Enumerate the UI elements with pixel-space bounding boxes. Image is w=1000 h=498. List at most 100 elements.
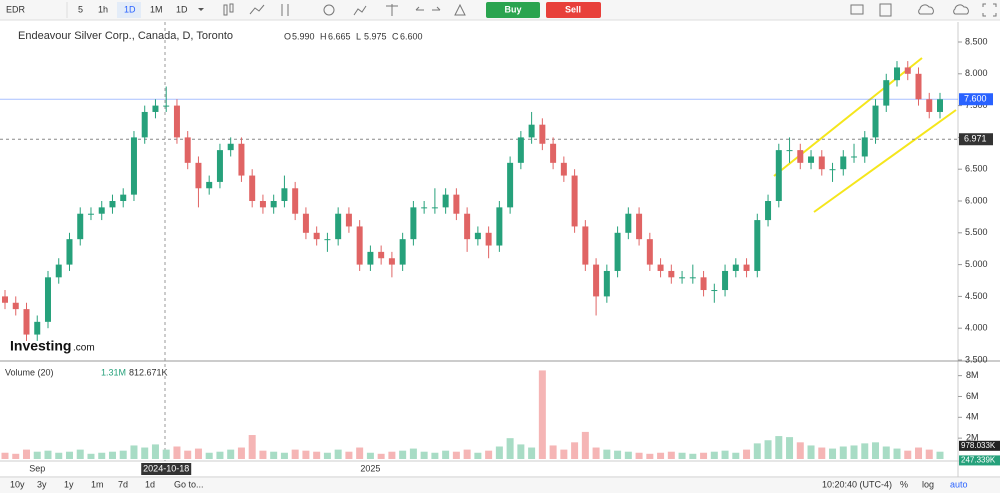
volume-bar [356,447,364,459]
candle-body [216,150,223,182]
candle-body [840,156,847,170]
volume-bar [915,447,923,459]
percent-toggle[interactable]: % [900,479,908,489]
volume-bar [732,452,740,459]
volume-marker-label: 247.339K [961,456,996,465]
interval[interactable]: 5 [78,4,83,14]
volume-bar [710,451,718,459]
candle-body [399,239,406,265]
volume-bar [571,442,579,459]
buy-button[interactable] [486,2,540,18]
candle-body [711,290,718,292]
volume-bar [12,453,20,459]
ohlc-value: 6.600 [400,31,423,41]
volume-bar [635,452,643,459]
volume-bar [420,451,428,459]
volume-tick-label: 6M [966,391,979,401]
volume-bar [678,452,686,459]
candle-body [485,232,492,246]
volume-bar [861,443,869,459]
log-toggle[interactable]: log [922,479,934,489]
volume-bar [44,450,52,459]
candle-body [259,201,266,208]
candle-body [238,143,245,176]
candle-body [206,181,213,189]
volume-bar [98,452,106,459]
candle-body [130,137,137,195]
candle-body [34,321,41,335]
trend-line[interactable] [813,109,957,213]
volume-bar [872,442,880,459]
interval[interactable]: 1M [150,4,163,14]
range-button[interactable]: 3y [37,479,47,489]
candle-body [173,105,180,138]
volume-bar [151,444,159,459]
candle-body [431,207,438,209]
volume-bar [1,452,9,459]
volume-bar [850,445,858,459]
volume-bar [377,453,385,459]
volume-bar [259,450,267,459]
candle-body [861,137,868,157]
candle-body [668,270,675,278]
y-tick-label: 6.500 [965,164,988,174]
ohlc-key: O [284,31,291,41]
candle-body [152,105,159,112]
candle-body [937,99,943,112]
candle-body [464,213,471,240]
auto-toggle[interactable]: auto [950,479,968,489]
range-button[interactable]: 7d [118,479,128,489]
candle-body [894,67,901,81]
candle-body [926,99,933,112]
candle-body [66,239,73,265]
range-button[interactable]: 1y [64,479,74,489]
candle-body [292,188,299,214]
volume-bar [549,445,557,459]
candle-body [313,232,320,240]
period[interactable]: 1D [176,4,188,14]
sell-button[interactable] [546,2,601,18]
y-tick-label: 4.000 [965,323,988,333]
brand-suffix: .com [73,343,95,354]
volume-bar [22,449,30,459]
candle-body [345,213,352,227]
volume-bar [205,452,213,459]
candle-body [765,201,772,221]
goto-button[interactable]: Go to... [174,479,204,489]
volume-tick-label: 4M [966,412,979,422]
candle-body [109,201,116,208]
volume-bar [829,448,837,459]
volume-bar [485,450,493,459]
interval[interactable]: 1D [124,4,136,14]
volume-bar [291,449,299,459]
volume-bar [33,451,41,459]
candle-body [560,162,567,176]
candle-body [904,67,911,74]
candle-body [571,175,578,227]
candle-body [915,73,922,100]
candle-body [732,264,739,271]
interval[interactable]: 1h [98,4,108,14]
range-button[interactable]: 10y [10,479,25,489]
ohlc-key: C [392,31,399,41]
volume-bar [227,449,235,459]
candle-body [335,213,342,240]
volume-bar [495,446,503,459]
candle-body [797,150,804,163]
ohlc-key: H [320,31,327,41]
crosshair-label: 6.971 [964,134,987,144]
buy-label[interactable]: Buy [504,4,521,14]
sell-label[interactable]: Sell [565,4,581,14]
candle-body [851,156,858,158]
ohlc-key: L [356,31,361,41]
range-button[interactable]: 1d [145,479,155,489]
candle-body [367,251,374,265]
symbol[interactable]: EDR [6,4,26,14]
range-button[interactable]: 1m [91,479,104,489]
candle-body [625,213,632,233]
volume-bar [76,449,84,459]
volume-bar [624,451,632,459]
candle-body [593,264,600,297]
volume-bar [506,438,514,459]
volume-bar [302,450,310,459]
